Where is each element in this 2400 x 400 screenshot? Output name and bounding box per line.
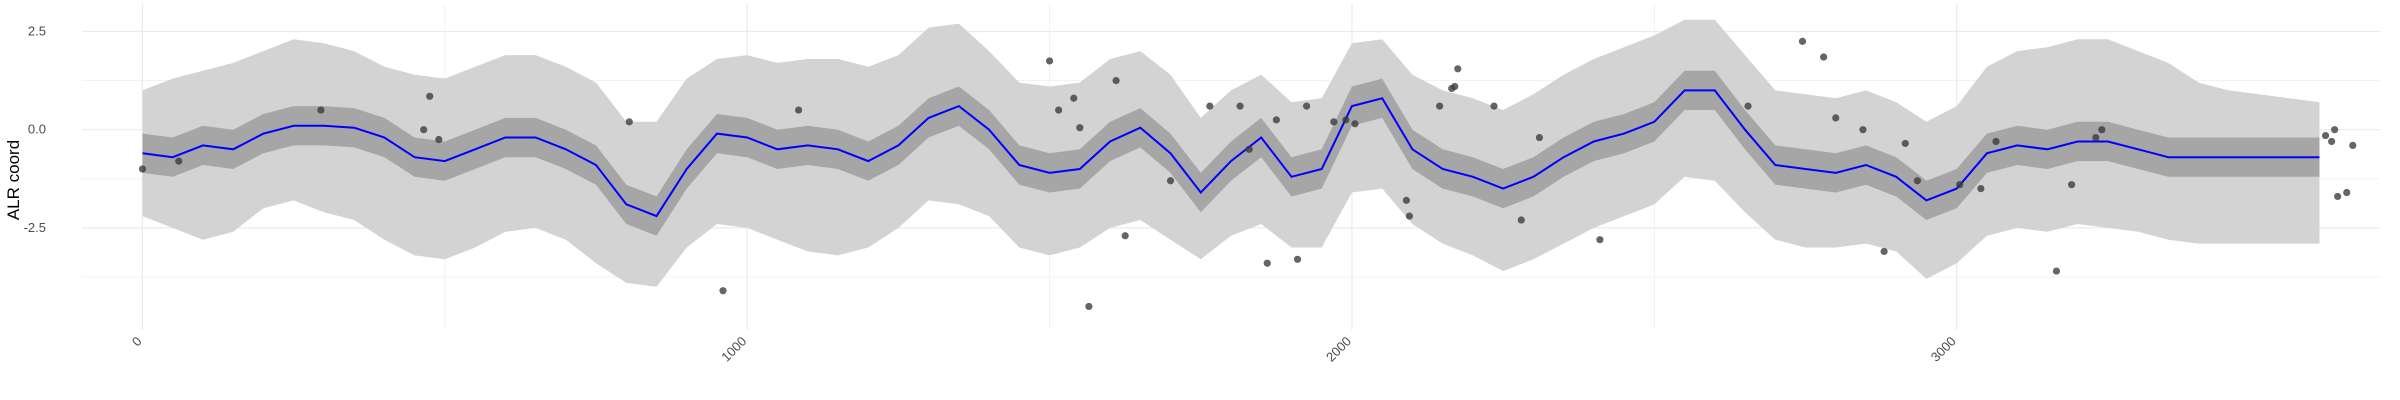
data-point (1820, 53, 1828, 61)
data-point (2349, 141, 2357, 149)
y-tick-label: -2.5 (24, 220, 46, 235)
data-point (1245, 145, 1253, 153)
x-tick-label: 3000 (1928, 334, 1959, 365)
data-point (1517, 216, 1525, 224)
data-point (2067, 181, 2076, 189)
mean-line (142, 89, 2320, 218)
data-point (1351, 120, 1359, 128)
data-point (1302, 102, 1311, 110)
data-point (1490, 102, 1498, 110)
data-point (1342, 116, 1350, 124)
data-point (138, 165, 147, 173)
data-point (1454, 65, 1462, 73)
data-point (1992, 137, 2000, 146)
data-point (2098, 126, 2106, 134)
data-point (1070, 94, 1078, 102)
data-point (2343, 188, 2351, 197)
y-tick-label: 0.0 (28, 122, 46, 137)
data-point (1535, 133, 1544, 142)
y-axis-ticks: 2.5 0.0 -2.5 (24, 23, 46, 234)
data-point (426, 92, 434, 100)
data-point (1901, 139, 1909, 148)
data-point (2334, 192, 2342, 201)
data-point (1076, 124, 1084, 132)
data-point (1293, 255, 1302, 263)
x-axis-ticks: 0 1000 2000 3000 (129, 334, 1959, 365)
data-point (2331, 126, 2339, 134)
x-tick-label: 0 (129, 334, 145, 350)
data-point (2328, 137, 2336, 146)
data-point (1112, 76, 1120, 85)
data-point (435, 135, 443, 144)
data-point (1236, 102, 1244, 110)
data-point (1956, 181, 1964, 189)
data-point (1055, 106, 1063, 114)
data-point (795, 106, 803, 114)
data-point (420, 126, 428, 134)
data-point (1263, 259, 1271, 267)
data-point (1977, 185, 1985, 193)
data-point (1121, 232, 1129, 240)
confidence-bands (142, 19, 2320, 287)
observed-points (138, 37, 2357, 311)
data-point (1272, 116, 1280, 124)
data-point (1085, 302, 1093, 311)
data-point (317, 106, 325, 114)
data-point (2321, 131, 2330, 140)
data-point (1436, 102, 1444, 110)
data-point (1880, 247, 1888, 256)
data-point (1166, 177, 1175, 185)
data-point (719, 287, 727, 295)
data-point (1859, 126, 1867, 134)
data-point (1596, 236, 1604, 244)
inner-interval-band (142, 70, 2320, 236)
y-axis-title: ALR coord (4, 140, 23, 220)
data-point (1330, 118, 1338, 126)
data-point (1832, 114, 1840, 122)
data-point (2092, 133, 2100, 142)
data-point (2052, 267, 2061, 275)
data-point (1798, 37, 1807, 45)
data-point (1402, 196, 1410, 204)
y-tick-label: 2.5 (28, 23, 46, 38)
data-point (625, 118, 633, 126)
x-tick-label: 1000 (718, 334, 749, 365)
data-point (1206, 102, 1214, 110)
data-point (1405, 212, 1413, 220)
data-point (1045, 57, 1054, 65)
data-point (1913, 177, 1921, 185)
data-point (1744, 102, 1752, 110)
data-point (175, 157, 183, 165)
data-point (1451, 82, 1459, 91)
x-tick-label: 2000 (1323, 334, 1354, 365)
